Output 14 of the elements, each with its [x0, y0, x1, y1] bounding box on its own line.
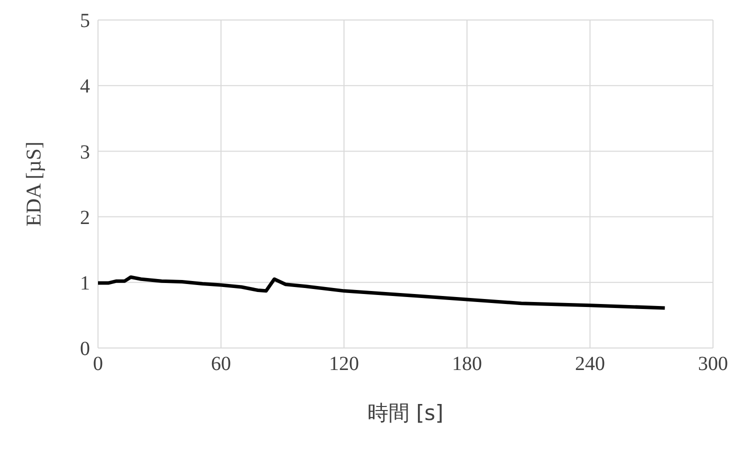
y-tick-label: 5: [80, 10, 90, 32]
y-axis-title: EDA [µS]: [21, 141, 46, 227]
x-tick-label: 60: [211, 353, 231, 376]
y-tick-label: 2: [80, 206, 90, 229]
x-tick-label: 180: [452, 353, 482, 376]
x-tick-label: 300: [698, 353, 728, 376]
line-series: [98, 275, 667, 310]
y-tick-label: 1: [80, 272, 90, 294]
y-tick-label: 3: [80, 141, 90, 164]
y-tick-label: 0: [80, 338, 90, 360]
x-tick-label: 120: [329, 353, 359, 376]
x-axis-title: 時間 [s]: [367, 401, 444, 425]
y-tick-label: 4: [80, 76, 90, 98]
x-tick-label: 240: [575, 353, 605, 376]
